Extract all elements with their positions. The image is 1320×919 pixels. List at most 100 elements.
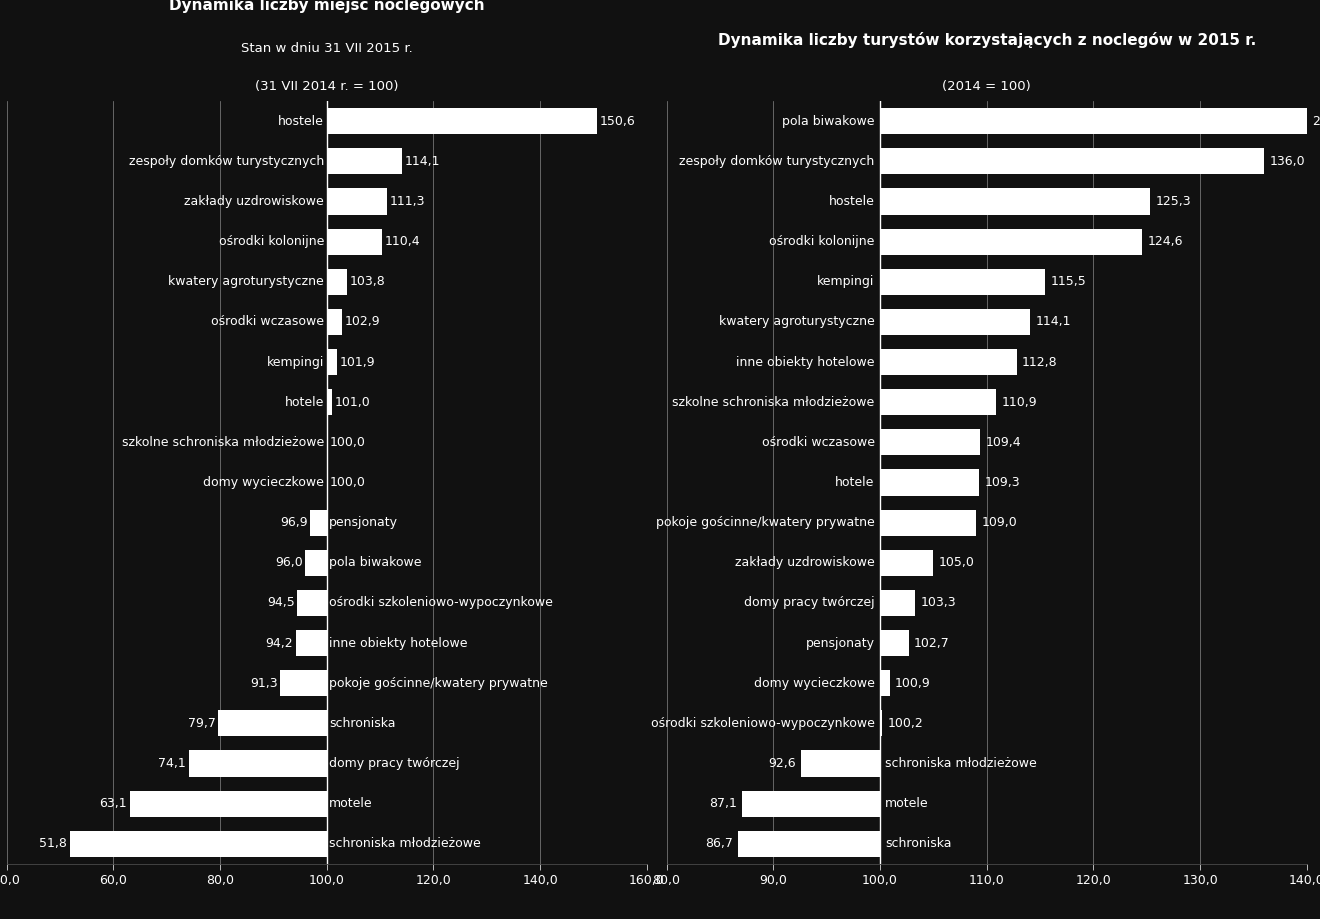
Text: OGÓŁEM 99,7: OGÓŁEM 99,7 xyxy=(181,797,276,811)
Text: hotele: hotele xyxy=(285,396,323,409)
Text: Dynamika liczby turystów korzystających z noclegów w 2015 r.: Dynamika liczby turystów korzystających … xyxy=(718,31,1255,48)
Text: 100,2: 100,2 xyxy=(887,717,923,730)
Text: hostele: hostele xyxy=(829,195,875,208)
Text: zakłady uzdrowiskowe: zakłady uzdrowiskowe xyxy=(735,556,875,569)
Bar xyxy=(326,148,401,175)
Text: domy wycieczkowe: domy wycieczkowe xyxy=(203,476,323,489)
Text: 103,8: 103,8 xyxy=(350,276,385,289)
Text: 114,1: 114,1 xyxy=(1036,315,1072,328)
Text: motele: motele xyxy=(886,797,929,811)
Text: (31 VII 2014 r. = 100): (31 VII 2014 r. = 100) xyxy=(255,81,399,94)
Text: 94,2: 94,2 xyxy=(265,637,293,650)
Text: domy pracy twórczej: domy pracy twórczej xyxy=(330,757,459,770)
Text: ośrodki szkoleniowo-wypoczynkowe: ośrodki szkoleniowo-wypoczynkowe xyxy=(651,717,875,730)
Text: 109,4: 109,4 xyxy=(986,436,1022,448)
Text: pola biwakowe: pola biwakowe xyxy=(783,115,875,128)
Bar xyxy=(310,509,326,536)
Bar xyxy=(880,710,882,736)
Text: zespoły domków turystycznych: zespoły domków turystycznych xyxy=(129,154,323,168)
Text: schroniska młodzieżowe: schroniska młodzieżowe xyxy=(886,757,1038,770)
Bar xyxy=(326,229,383,255)
Text: 115,5: 115,5 xyxy=(1051,276,1086,289)
Text: 105,0: 105,0 xyxy=(939,556,974,569)
Bar xyxy=(880,268,1045,295)
Text: 111,3: 111,3 xyxy=(389,195,425,208)
Bar xyxy=(742,790,880,817)
Bar xyxy=(189,751,326,777)
Bar xyxy=(880,309,1031,335)
Bar xyxy=(326,268,347,295)
Text: kwatery agroturystyczne: kwatery agroturystyczne xyxy=(719,315,875,328)
Bar xyxy=(880,148,1265,175)
Text: 102,7: 102,7 xyxy=(915,637,950,650)
Text: 110,9: 110,9 xyxy=(1002,396,1038,409)
Text: OGÓŁEM 108,4: OGÓŁEM 108,4 xyxy=(759,797,863,811)
Bar xyxy=(880,229,1143,255)
Text: 109,0: 109,0 xyxy=(981,516,1018,529)
Bar xyxy=(880,670,890,697)
Bar xyxy=(296,630,326,656)
Bar xyxy=(880,590,915,616)
Bar xyxy=(801,751,880,777)
Bar xyxy=(70,831,326,857)
Text: 74,1: 74,1 xyxy=(158,757,186,770)
Text: hostele: hostele xyxy=(279,115,323,128)
Text: 124,6: 124,6 xyxy=(1148,235,1183,248)
Bar xyxy=(880,389,997,415)
Text: 79,7: 79,7 xyxy=(187,717,215,730)
Text: 110,4: 110,4 xyxy=(385,235,421,248)
Text: 114,1: 114,1 xyxy=(405,154,440,168)
Text: schroniska: schroniska xyxy=(886,837,952,850)
Bar xyxy=(326,188,387,214)
Text: inne obiekty hotelowe: inne obiekty hotelowe xyxy=(737,356,875,369)
Text: 86,7: 86,7 xyxy=(705,837,733,850)
Text: 109,3: 109,3 xyxy=(985,476,1020,489)
Text: kempingi: kempingi xyxy=(817,276,875,289)
Bar xyxy=(880,188,1150,214)
Text: szkolne schroniska młodzieżowe: szkolne schroniska młodzieżowe xyxy=(121,436,323,448)
Bar xyxy=(880,550,933,576)
Text: 136,0: 136,0 xyxy=(1270,154,1305,168)
Bar xyxy=(297,590,326,616)
Bar xyxy=(326,389,333,415)
Bar xyxy=(880,429,981,456)
Text: hotele: hotele xyxy=(836,476,875,489)
Text: 100,9: 100,9 xyxy=(895,676,931,689)
Text: ośrodki wczasowe: ośrodki wczasowe xyxy=(762,436,875,448)
Text: 96,0: 96,0 xyxy=(275,556,302,569)
Bar xyxy=(880,349,1016,375)
Text: pensjonaty: pensjonaty xyxy=(805,637,875,650)
Bar xyxy=(326,309,342,335)
Text: zespoły domków turystycznych: zespoły domków turystycznych xyxy=(680,154,875,168)
Text: 112,8: 112,8 xyxy=(1022,356,1057,369)
Bar xyxy=(880,509,975,536)
Text: pola biwakowe: pola biwakowe xyxy=(330,556,422,569)
Text: 94,5: 94,5 xyxy=(267,596,294,609)
Text: 101,9: 101,9 xyxy=(339,356,375,369)
Text: (2014 = 100): (2014 = 100) xyxy=(942,81,1031,94)
Text: kempingi: kempingi xyxy=(267,356,323,369)
Text: 101,0: 101,0 xyxy=(335,396,371,409)
Text: 270,0: 270,0 xyxy=(1312,115,1320,128)
Text: 91,3: 91,3 xyxy=(249,676,277,689)
Bar xyxy=(880,470,979,495)
Text: motele: motele xyxy=(330,797,374,811)
Text: schroniska młodzieżowe: schroniska młodzieżowe xyxy=(330,837,480,850)
Text: pokoje gościnne/kwatery prywatne: pokoje gościnne/kwatery prywatne xyxy=(330,676,548,689)
Text: 92,6: 92,6 xyxy=(768,757,796,770)
Bar xyxy=(880,108,1307,134)
Text: pensjonaty: pensjonaty xyxy=(330,516,399,529)
Text: inne obiekty hotelowe: inne obiekty hotelowe xyxy=(330,637,467,650)
Text: 125,3: 125,3 xyxy=(1155,195,1191,208)
Bar xyxy=(326,349,337,375)
Bar xyxy=(305,550,326,576)
Text: Dynamika liczby miejsc noclegowych: Dynamika liczby miejsc noclegowych xyxy=(169,0,484,14)
Text: Stan w dniu 31 VII 2015 r.: Stan w dniu 31 VII 2015 r. xyxy=(240,42,413,55)
Text: 100,0: 100,0 xyxy=(330,436,366,448)
Text: 102,9: 102,9 xyxy=(345,315,380,328)
Text: szkolne schroniska młodzieżowe: szkolne schroniska młodzieżowe xyxy=(672,396,875,409)
Bar xyxy=(218,710,326,736)
Text: 100,0: 100,0 xyxy=(330,476,366,489)
Text: 150,6: 150,6 xyxy=(599,115,635,128)
Text: pokoje gościnne/kwatery prywatne: pokoje gościnne/kwatery prywatne xyxy=(656,516,875,529)
